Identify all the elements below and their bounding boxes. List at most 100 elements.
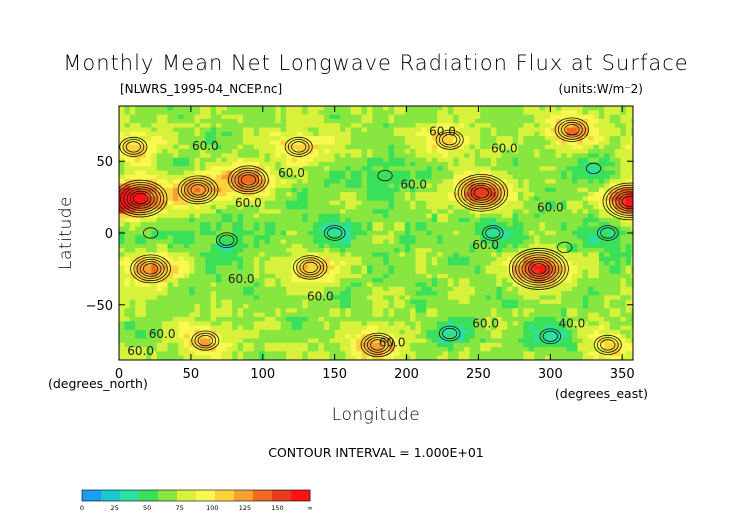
heatmap-cell — [550, 187, 557, 193]
heatmap-cell — [135, 123, 142, 129]
heatmap-cell — [571, 170, 578, 176]
heatmap-cell — [216, 114, 222, 120]
heatmap-cell — [221, 261, 228, 266]
heatmap-cell — [528, 282, 535, 288]
heatmap-cell — [637, 115, 643, 120]
heatmap-cell — [501, 222, 508, 228]
heatmap-cell — [566, 286, 573, 292]
heatmap-cell — [146, 286, 152, 292]
heatmap-cell — [550, 304, 557, 309]
heatmap-cell — [437, 123, 444, 129]
heatmap-cell — [620, 299, 627, 305]
heatmap-cell — [350, 312, 357, 318]
heatmap-cell — [415, 295, 422, 301]
heatmap-cell — [356, 106, 363, 111]
heatmap-cell — [313, 265, 320, 271]
heatmap-cell — [183, 286, 190, 292]
heatmap-cell — [453, 282, 460, 288]
heatmap-cell — [194, 187, 201, 193]
heatmap-cell — [146, 222, 152, 228]
heatmap-cell — [404, 282, 411, 288]
heatmap-cell — [593, 110, 600, 116]
heatmap-cell — [232, 162, 239, 167]
heatmap-cell — [410, 299, 417, 305]
heatmap-cell — [296, 127, 303, 133]
heatmap-cell — [539, 157, 546, 163]
heatmap-cell — [404, 123, 411, 129]
heatmap-cell — [496, 239, 503, 245]
heatmap-cell — [372, 205, 379, 210]
heatmap-cell — [216, 209, 222, 215]
heatmap-cell — [550, 166, 557, 172]
heatmap-cell — [431, 114, 438, 120]
heatmap-cell — [550, 179, 557, 185]
heatmap-cell — [501, 118, 508, 124]
heatmap-cell — [377, 187, 384, 193]
heatmap-cell — [518, 127, 524, 133]
heatmap-cell — [232, 127, 239, 133]
heatmap-cell — [318, 222, 325, 228]
heatmap-cell — [528, 213, 535, 219]
heatmap-cell — [194, 321, 201, 327]
heatmap-cell — [561, 136, 568, 141]
heatmap-cell — [604, 286, 611, 292]
heatmap-cell — [625, 192, 632, 197]
heatmap-cell — [528, 205, 535, 210]
heatmap-cell — [588, 282, 595, 288]
heatmap-cell — [162, 183, 169, 189]
heatmap-cell — [383, 278, 390, 284]
heatmap-cell — [172, 127, 179, 133]
heatmap-cell — [620, 140, 627, 146]
heatmap-cell — [420, 123, 427, 129]
heatmap-cell — [625, 205, 632, 210]
heatmap-cell — [442, 273, 449, 279]
heatmap-cell — [172, 196, 179, 202]
heatmap-cell — [302, 174, 309, 180]
heatmap-cell — [129, 278, 136, 284]
heatmap-cell — [183, 265, 190, 271]
heatmap-cell — [124, 230, 131, 236]
heatmap-cell — [221, 291, 228, 296]
heatmap-cell — [199, 106, 206, 111]
heatmap-cell — [183, 295, 190, 301]
heatmap-cell — [286, 295, 293, 301]
heatmap-cell — [210, 261, 217, 266]
heatmap-cell — [345, 291, 352, 296]
heatmap-cell — [232, 256, 239, 262]
heatmap-cell — [307, 136, 314, 141]
heatmap-cell — [469, 291, 476, 296]
heatmap-cell — [350, 213, 357, 219]
heatmap-cell — [194, 127, 201, 133]
heatmap-cell — [485, 213, 492, 219]
heatmap-cell — [598, 299, 605, 305]
heatmap-cell — [291, 273, 298, 279]
heatmap-cell — [394, 183, 400, 189]
heatmap-cell — [469, 153, 476, 159]
heatmap-cell — [604, 261, 611, 266]
heatmap-cell — [367, 174, 373, 180]
heatmap-cell — [609, 269, 616, 275]
heatmap-cell — [625, 248, 632, 253]
heatmap-cell — [307, 304, 314, 309]
heatmap-cell — [221, 312, 228, 318]
heatmap-cell — [410, 157, 417, 163]
heatmap-cell — [189, 127, 196, 133]
heatmap-cell — [431, 243, 438, 249]
heatmap-cell — [205, 226, 212, 232]
heatmap-cell — [388, 291, 395, 296]
heatmap-cell — [356, 295, 363, 301]
heatmap-cell — [226, 205, 233, 210]
heatmap-cell — [501, 278, 508, 284]
heatmap-cell — [323, 316, 330, 322]
heatmap-cell — [264, 278, 271, 284]
heatmap-cell — [615, 114, 621, 120]
heatmap-cell — [345, 325, 352, 331]
heatmap-cell — [119, 269, 125, 275]
heatmap-cell — [566, 149, 573, 154]
heatmap-cell — [275, 118, 282, 124]
heatmap-cell — [323, 321, 330, 327]
heatmap-cell — [151, 308, 158, 314]
heatmap-cell — [464, 321, 471, 327]
heatmap-cell — [146, 127, 152, 133]
heatmap-cell — [280, 243, 287, 249]
